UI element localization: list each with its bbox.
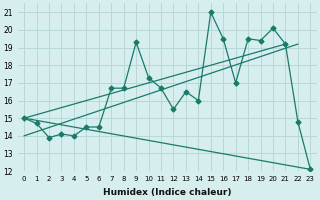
X-axis label: Humidex (Indice chaleur): Humidex (Indice chaleur) <box>103 188 231 197</box>
